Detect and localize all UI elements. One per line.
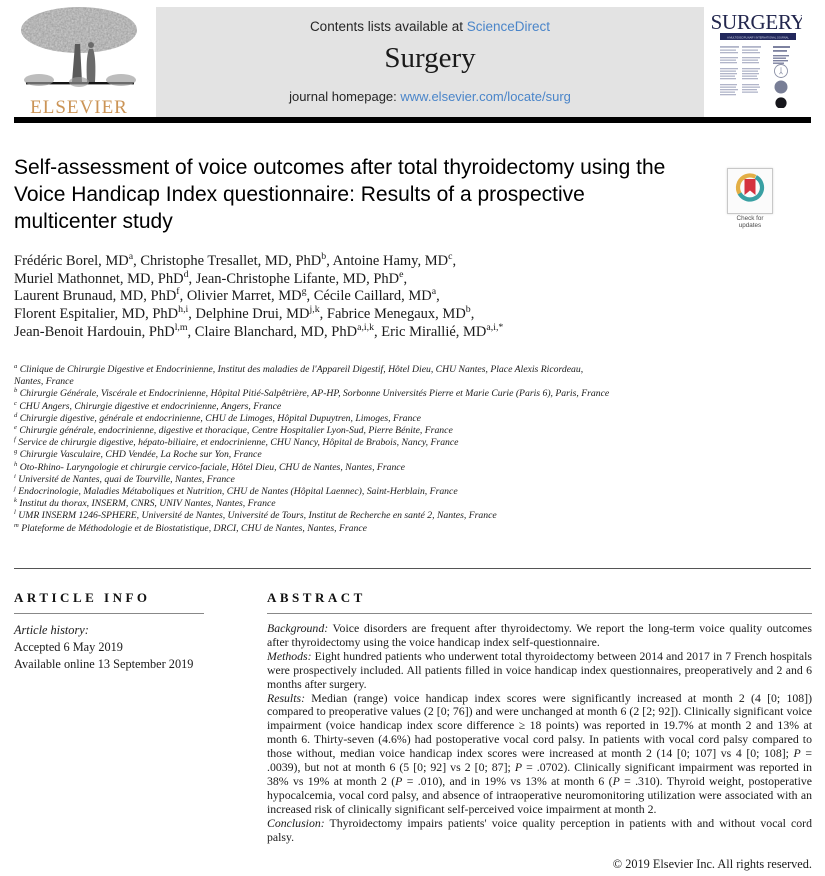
svg-text:A MULTIDISCIPLINARY INTERNATIO: A MULTIDISCIPLINARY INTERNATIONAL JOURNA…	[727, 35, 789, 39]
svg-text:SURGERY: SURGERY	[711, 10, 802, 34]
